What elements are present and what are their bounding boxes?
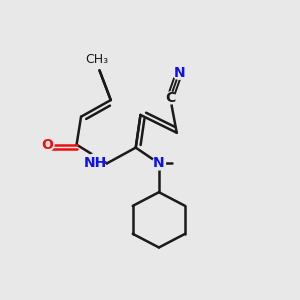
- Text: N: N: [153, 156, 165, 170]
- Circle shape: [85, 154, 104, 173]
- Circle shape: [152, 157, 166, 170]
- Text: CH₃: CH₃: [85, 53, 108, 66]
- Circle shape: [164, 92, 176, 104]
- Text: NH: NH: [83, 156, 106, 170]
- Circle shape: [41, 138, 54, 151]
- Text: N: N: [173, 66, 185, 80]
- Text: O: O: [41, 138, 53, 152]
- Circle shape: [172, 66, 186, 79]
- Text: C: C: [165, 91, 175, 105]
